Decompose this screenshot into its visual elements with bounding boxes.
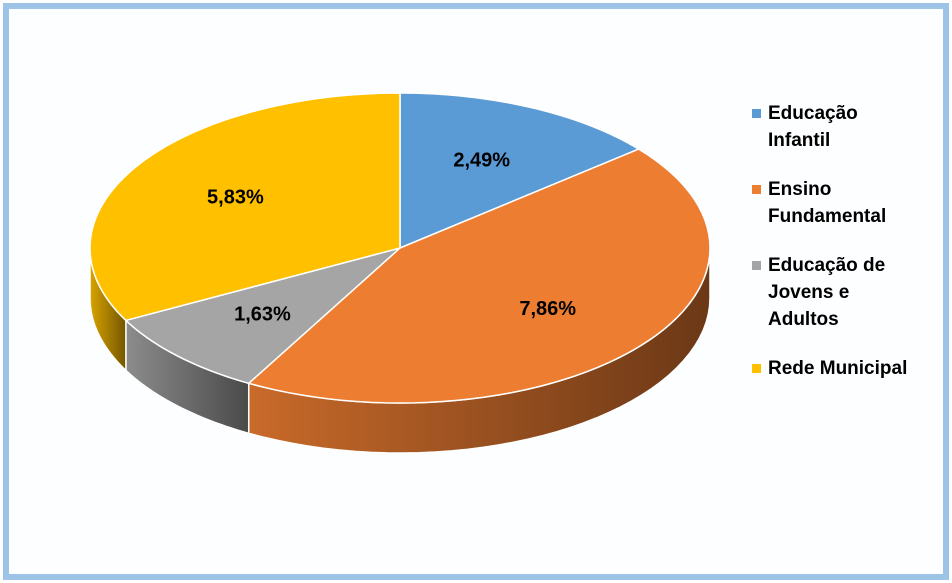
data-label: 1,63% (234, 303, 291, 325)
legend-item: Educação de Jovens e Adultos (752, 252, 918, 333)
legend-label: Ensino Fundamental (768, 179, 887, 227)
legend-swatch (752, 261, 761, 270)
slice (124, 247, 401, 385)
slice (399, 92, 641, 250)
legend-swatch (752, 109, 761, 118)
data-label: 5,83% (207, 187, 264, 209)
slice (89, 92, 401, 322)
data-label: 7,86% (519, 298, 576, 320)
legend-label: Educação Infantil (768, 103, 858, 151)
data-label: 2,49% (453, 149, 510, 171)
legend-label: Rede Municipal (768, 358, 908, 379)
legend-label: Educação de Jovens e Adultos (768, 255, 886, 330)
legend-swatch (752, 185, 761, 194)
legend-item: Educação Infantil (752, 100, 918, 154)
legend-swatch (752, 364, 761, 373)
legend: Educação Infantil Ensino Fundamental Educa… (752, 100, 947, 404)
slice (247, 148, 711, 404)
legend-item: Rede Municipal (752, 355, 952, 382)
legend-item: Ensino Fundamental (752, 176, 918, 230)
